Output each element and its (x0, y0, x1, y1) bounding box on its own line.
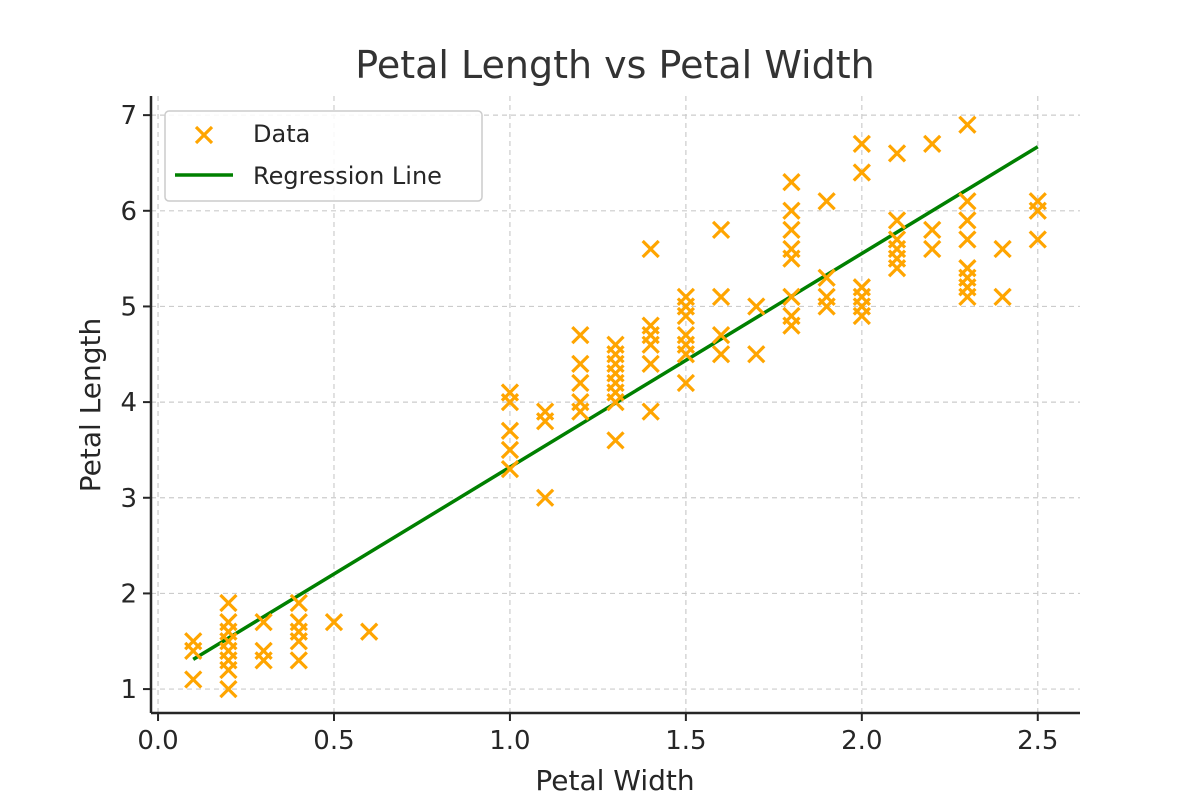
data-point (923, 239, 942, 259)
y-tick-label: 3 (120, 484, 137, 514)
data-point (782, 306, 801, 326)
data-point (500, 459, 520, 479)
data-point (817, 192, 836, 211)
data-point (571, 326, 590, 345)
data-point (1028, 230, 1047, 249)
data-point (641, 354, 660, 373)
y-tick-label: 1 (120, 675, 137, 705)
axes (149, 96, 1080, 715)
data-point (852, 134, 871, 153)
data-point (184, 632, 203, 651)
data-point (360, 622, 379, 641)
data-point (606, 431, 625, 450)
data-point (571, 373, 590, 393)
x-axis-title: Petal Width (535, 764, 694, 797)
y-tick-label: 7 (120, 101, 137, 131)
data-point (958, 211, 977, 230)
data-point (852, 163, 871, 182)
data-point (923, 134, 942, 153)
data-point (782, 172, 801, 192)
y-tick-label: 6 (120, 197, 137, 227)
data-point (711, 287, 731, 307)
data-point (958, 115, 977, 134)
data-point (535, 402, 555, 421)
data-point (1028, 192, 1047, 211)
data-point (254, 612, 273, 632)
data-point (887, 230, 907, 249)
data-point (219, 593, 238, 613)
data-point (958, 259, 977, 278)
data-point (641, 402, 660, 421)
data-point (817, 268, 836, 287)
y-axis-ticks: 1 2 3 4 5 6 7 (120, 101, 151, 705)
legend-x-marker (194, 125, 214, 145)
data-point (711, 326, 731, 345)
data-point (500, 421, 520, 440)
data-point (500, 383, 520, 402)
data-point (958, 230, 977, 249)
data-point (887, 144, 907, 163)
data-point (852, 278, 871, 297)
data-point (571, 392, 590, 412)
data-point (676, 326, 696, 345)
x-tick-label: 0.0 (137, 726, 178, 756)
data-point (606, 335, 625, 354)
data-point (782, 201, 801, 220)
legend-box (164, 110, 483, 202)
data-point (641, 239, 660, 259)
legend-data-marker-icon (194, 125, 214, 145)
legend-label-regression: Regression Line (253, 162, 442, 190)
data-point (254, 641, 273, 660)
data-point (676, 373, 696, 393)
data-point (993, 287, 1012, 307)
data-point (747, 297, 766, 316)
data-point (289, 593, 308, 613)
data-point (817, 287, 836, 307)
data-point (676, 287, 696, 307)
data-point (958, 192, 977, 211)
x-axis-ticks: 0.0 0.5 1.0 1.5 2.0 2.5 (137, 713, 1058, 756)
data-point (923, 220, 942, 240)
chart-title: Petal Length vs Petal Width (355, 43, 874, 87)
data-point (571, 354, 590, 373)
y-tick-label: 4 (120, 388, 137, 418)
data-point (782, 220, 801, 240)
data-point (711, 345, 731, 364)
data-point (782, 239, 801, 259)
y-tick-label: 2 (120, 579, 137, 609)
x-tick-label: 1.0 (489, 726, 530, 756)
data-point (993, 239, 1012, 259)
data-point (782, 287, 801, 307)
x-tick-label: 2.0 (841, 726, 882, 756)
y-axis-title: Petal Length (74, 318, 107, 493)
x-tick-label: 0.5 (313, 726, 354, 756)
data-point (324, 612, 344, 632)
data-point (535, 488, 555, 507)
data-point (184, 670, 203, 689)
legend: Data Regression Line (164, 110, 483, 202)
data-point (219, 679, 238, 699)
data-point (641, 316, 660, 335)
y-tick-label: 5 (120, 292, 137, 322)
x-tick-label: 1.5 (665, 726, 706, 756)
data-point (289, 651, 308, 670)
data-point (500, 440, 520, 460)
legend-label-data: Data (253, 120, 310, 148)
data-point (747, 345, 766, 364)
data-points (184, 115, 1047, 699)
data-point (887, 211, 907, 230)
x-tick-label: 2.5 (1017, 726, 1058, 756)
data-point (711, 220, 731, 240)
data-point (289, 612, 308, 632)
data-point (219, 612, 238, 632)
